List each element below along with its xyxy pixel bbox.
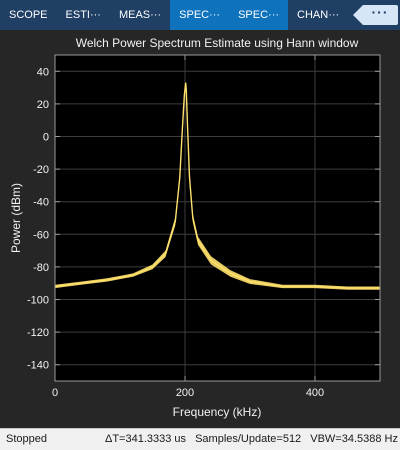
toolstrip-tab-bar: SCOPE ESTI··· MEAS··· SPEC··· SPEC··· CH… <box>0 0 400 30</box>
chart-title: Welch Power Spectrum Estimate using Hann… <box>76 36 359 50</box>
status-delta-t: ΔT=341.3333 us <box>104 433 187 445</box>
status-state: Stopped <box>6 433 47 445</box>
y-tick-label: -40 <box>33 197 49 209</box>
y-tick-label: -80 <box>33 262 49 274</box>
tab-estimation[interactable]: ESTI··· <box>65 9 101 21</box>
more-tabs-button[interactable]: ··· <box>362 5 398 25</box>
y-tick-label: -100 <box>27 295 49 307</box>
axes-background[interactable] <box>55 55 380 381</box>
spectrum-chart[interactable]: Welch Power Spectrum Estimate using Hann… <box>0 30 400 428</box>
x-tick-label: 0 <box>52 387 58 399</box>
status-metrics: ΔT=341.3333 us Samples/Update=512 VBW=34… <box>99 429 398 450</box>
tick-marks <box>54 55 380 381</box>
tab-spectrum[interactable]: SPEC··· <box>170 0 230 30</box>
y-tick-label: 0 <box>43 132 49 144</box>
y-tick-labels: 40 20 0 -20 -40 -60 -80 -100 -120 -140 <box>27 66 49 371</box>
x-tick-label: 200 <box>176 387 194 399</box>
y-tick-label: -140 <box>27 360 49 372</box>
status-bar: Stopped ΔT=341.3333 us Samples/Update=51… <box>0 428 400 450</box>
overflow-wedge-icon <box>353 5 363 25</box>
y-tick-label: 40 <box>37 66 49 78</box>
axes-frame <box>54 54 381 382</box>
plot-area: Welch Power Spectrum Estimate using Hann… <box>0 30 400 428</box>
x-tick-labels: 0 200 400 <box>52 387 324 399</box>
tab-spectrogram[interactable]: SPEC··· <box>229 0 289 30</box>
y-tick-label: -120 <box>27 327 49 339</box>
tab-scope[interactable]: SCOPE <box>9 9 48 21</box>
status-samples-per-update: Samples/Update=512 <box>195 433 302 445</box>
x-tick-label: 400 <box>306 387 324 399</box>
tab-measurements[interactable]: MEAS··· <box>118 9 162 21</box>
tab-channels[interactable]: CHAN··· <box>297 9 340 21</box>
x-axis-label: Frequency (kHz) <box>173 405 262 419</box>
y-tick-label: 20 <box>37 99 49 111</box>
spectrum-trace-line <box>54 82 380 289</box>
tab-overflow: ··· <box>350 0 400 30</box>
y-tick-label: -60 <box>33 229 49 241</box>
trace-group <box>54 81 380 290</box>
status-vbw: VBW=34.5388 Hz <box>310 433 398 445</box>
y-tick-label: -20 <box>33 164 49 176</box>
y-axis-label: Power (dBm) <box>9 183 23 253</box>
